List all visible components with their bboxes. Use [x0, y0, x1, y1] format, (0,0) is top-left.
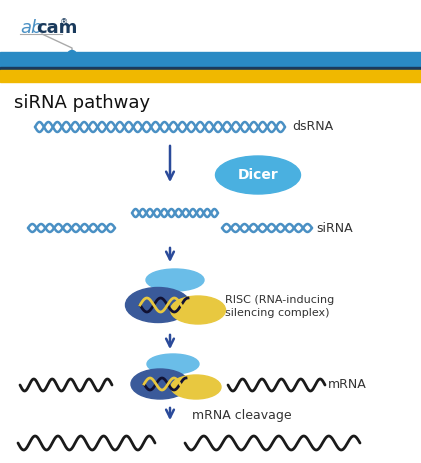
Text: cam: cam [36, 19, 77, 37]
Text: silencing complex): silencing complex) [225, 308, 330, 318]
Ellipse shape [131, 369, 189, 399]
Text: siRNA: siRNA [316, 221, 353, 234]
Bar [0, 52, 421, 67]
Text: ®: ® [60, 19, 68, 27]
Ellipse shape [146, 269, 204, 291]
Bar [0, 67, 421, 70]
Ellipse shape [171, 375, 221, 399]
Bar [0, 70, 421, 82]
Ellipse shape [171, 296, 226, 324]
Text: Dicer: Dicer [237, 168, 278, 182]
Ellipse shape [125, 288, 190, 323]
Text: ab: ab [20, 19, 43, 37]
Ellipse shape [216, 156, 301, 194]
Bar [0, 0, 421, 52]
Text: dsRNA: dsRNA [292, 120, 333, 133]
Circle shape [67, 50, 77, 60]
Ellipse shape [147, 354, 199, 374]
Text: mRNA cleavage: mRNA cleavage [192, 408, 292, 421]
Text: RISC (RNA-inducing: RISC (RNA-inducing [225, 295, 334, 305]
Text: siRNA pathway: siRNA pathway [14, 94, 150, 112]
Text: mRNA: mRNA [328, 378, 367, 392]
